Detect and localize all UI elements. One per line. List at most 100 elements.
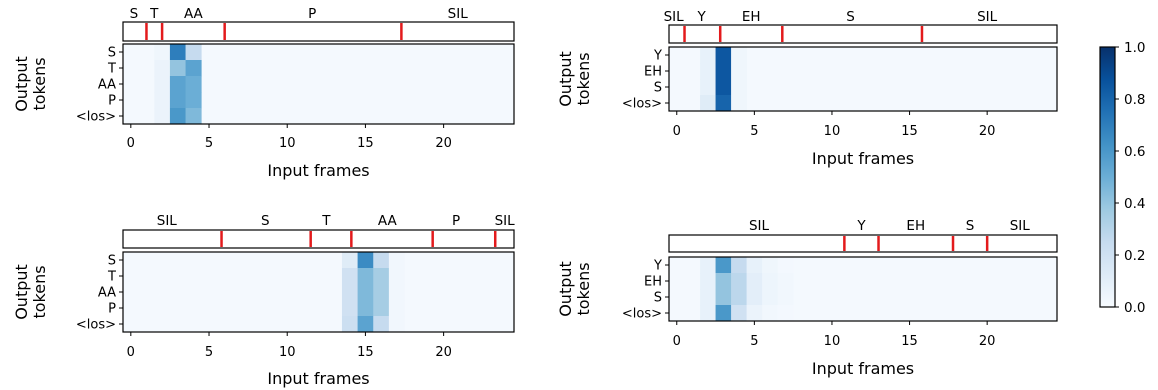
x-tick-label: 5 [205, 345, 213, 360]
heatmap-cell [185, 60, 202, 77]
x-tick-label: 15 [357, 136, 374, 151]
heatmap-cell [777, 305, 794, 322]
heatmap-frame [668, 256, 1058, 322]
y-tick-label: <los> [76, 110, 116, 125]
heatmap-cell [746, 257, 763, 274]
x-tick-label: 5 [750, 334, 758, 349]
phone-label-4: S [966, 218, 975, 234]
x-tick-label: 10 [279, 136, 296, 151]
phone-label-4: S [846, 9, 855, 25]
colorbar-tick-label: 0.6 [1124, 144, 1145, 160]
y-axis-label: Outputtokens [12, 264, 49, 320]
heatmap-cell [373, 300, 390, 317]
phone-label-3: AA [184, 6, 204, 22]
heatmap-cell [715, 47, 732, 64]
heatmap-cell [154, 44, 171, 61]
heatmap-cell [185, 92, 202, 109]
y-tick-label: S [108, 254, 116, 269]
heatmap-cell [715, 79, 732, 96]
phone-strip [122, 21, 515, 42]
colorbar: 0.0 0.2 0.4 0.6 0.8 1.0 [1099, 40, 1145, 316]
phone-label-5: SIL [977, 9, 998, 25]
y-tick-label: S [654, 81, 662, 96]
heatmap-cell [700, 95, 716, 112]
heatmap-cell [762, 273, 779, 290]
x-tick-label: 10 [824, 334, 841, 349]
colorbar-tick-label: 1.0 [1124, 40, 1145, 56]
heatmap-cell [762, 257, 779, 274]
phone-label-1: S [130, 6, 139, 22]
heatmap-cell [715, 289, 732, 306]
x-axis-label: Input frames [267, 161, 369, 180]
phone-label-5: SIL [1010, 218, 1031, 234]
x-tick-label: 20 [435, 136, 452, 151]
phone-label-4: P [308, 6, 316, 22]
heatmap-cell [341, 316, 358, 333]
y-tick-label: <los> [76, 318, 116, 333]
y-axis-label-line: tokens [574, 52, 593, 105]
x-axis-label: Input frames [267, 369, 369, 388]
colorbar-gradient [1099, 46, 1116, 308]
heatmap-cell [169, 92, 186, 109]
heatmap-cell [169, 108, 186, 125]
heatmap-cell [715, 257, 732, 274]
heatmap-cell [357, 284, 374, 301]
heatmap-cell [777, 273, 794, 290]
phone-label-2: S [261, 213, 270, 229]
y-axis-label: Outputtokens [12, 56, 49, 112]
y-tick-label: AA [98, 286, 116, 301]
heatmap-cell [746, 273, 763, 290]
heatmap-cell [341, 300, 358, 317]
heatmap-cell [185, 76, 202, 93]
x-tick-label: 15 [901, 124, 918, 139]
y-tick-label: T [107, 62, 116, 77]
y-axis-label: Outputtokens [556, 51, 593, 107]
heatmap-cell [357, 300, 374, 317]
heatmap-cell [154, 60, 171, 77]
heatmap-cell [185, 108, 202, 125]
phone-label-1: SIL [664, 9, 685, 25]
x-tick-label: 0 [127, 345, 135, 360]
heatmap-cell [388, 268, 405, 285]
y-tick-label: EH [644, 275, 662, 290]
x-tick-label: 20 [435, 345, 452, 360]
heatmap-cell [154, 108, 171, 125]
y-axis-label-line: Output [12, 264, 31, 320]
phone-label-1: SIL [749, 218, 770, 234]
heatmap-cell [700, 47, 716, 64]
heatmap-cell [700, 79, 716, 96]
heatmap-cell [154, 76, 171, 93]
heatmap-cell [388, 316, 405, 333]
heatmap-cell [357, 268, 374, 285]
heatmap-cell [341, 284, 358, 301]
phone-label-2: Y [856, 218, 866, 234]
heatmap-cell [715, 63, 732, 80]
heatmap-cell [777, 257, 794, 274]
y-tick-label: <los> [622, 307, 662, 322]
y-tick-label: S [108, 46, 116, 61]
phone-label-3: T [321, 213, 331, 229]
heatmap-cell [715, 305, 732, 322]
phone-label-3: EH [742, 9, 761, 25]
phone-label-5: SIL [448, 6, 469, 22]
y-tick-label: Y [653, 259, 662, 274]
y-axis-label: Outputtokens [556, 261, 593, 317]
heatmap-cell [169, 76, 186, 93]
heatmap-cell [185, 44, 202, 61]
heatmap-cell [357, 252, 374, 269]
y-tick-label: T [107, 270, 116, 285]
heatmap-cell [700, 305, 716, 322]
heatmap-cell [373, 284, 390, 301]
heatmap-cell [746, 289, 763, 306]
x-tick-label: 20 [979, 124, 996, 139]
heatmap-cell [731, 257, 747, 274]
heatmap-cell [388, 284, 405, 301]
phone-label-3: EH [906, 218, 925, 234]
heatmap-cell [762, 305, 779, 322]
y-axis-label-line: tokens [574, 262, 593, 315]
x-tick-label: 0 [127, 136, 135, 151]
